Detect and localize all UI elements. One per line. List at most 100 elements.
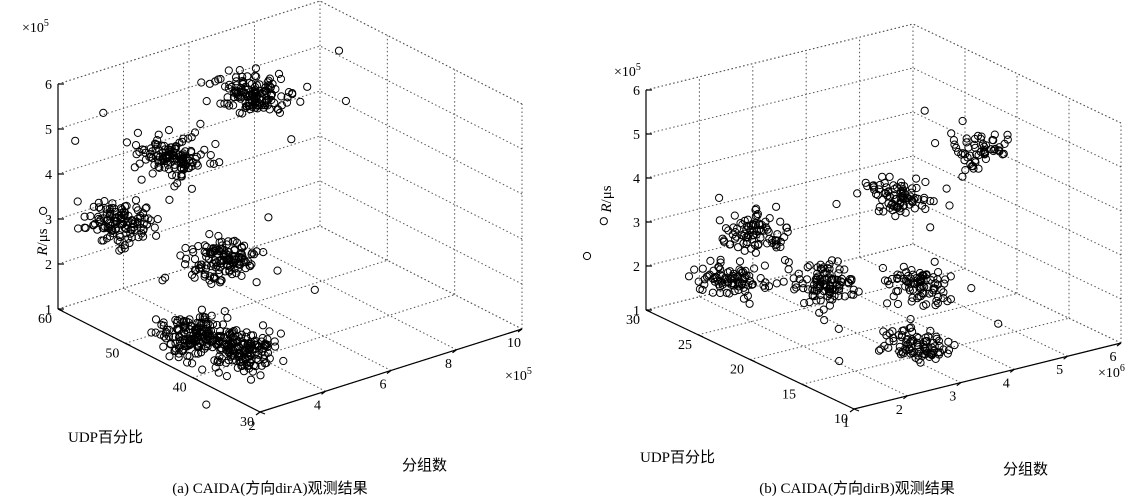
data-point xyxy=(747,280,756,289)
data-point xyxy=(729,269,738,278)
data-point xyxy=(214,231,223,241)
data-point xyxy=(706,256,715,265)
data-point xyxy=(140,145,149,155)
data-point xyxy=(835,265,844,274)
data-point xyxy=(934,268,943,277)
data-point xyxy=(208,248,217,257)
data-point xyxy=(935,350,944,359)
data-point xyxy=(253,104,262,113)
data-point xyxy=(178,160,188,169)
data-point xyxy=(99,108,108,118)
data-point xyxy=(748,280,757,289)
gridline xyxy=(319,90,523,195)
data-point xyxy=(170,182,179,191)
data-point xyxy=(934,336,944,345)
data-point xyxy=(874,207,883,216)
data-point xyxy=(176,251,185,260)
data-point xyxy=(225,267,234,276)
data-point xyxy=(878,195,887,204)
data-point xyxy=(232,77,241,86)
data-point xyxy=(776,242,785,252)
data-point xyxy=(73,197,82,206)
data-point xyxy=(274,69,284,79)
data-point xyxy=(715,282,725,291)
data-point xyxy=(761,223,771,232)
data-point xyxy=(720,275,730,284)
data-point xyxy=(234,332,243,341)
data-point xyxy=(242,102,251,111)
data-point xyxy=(926,196,935,206)
data-point xyxy=(151,328,160,337)
y-tick xyxy=(853,408,860,412)
panel-b-x-multiplier: ×106 xyxy=(1098,363,1125,381)
data-point xyxy=(139,219,148,228)
data-point xyxy=(921,177,930,187)
data-point xyxy=(259,248,268,257)
data-point xyxy=(906,274,916,283)
data-point xyxy=(950,341,959,350)
data-point xyxy=(190,255,200,264)
data-point xyxy=(698,285,707,294)
data-point xyxy=(177,172,186,181)
data-point xyxy=(893,274,902,283)
z-tick-label: 6 xyxy=(633,84,640,99)
data-point xyxy=(760,283,770,292)
data-point xyxy=(203,336,212,345)
x-axis-line xyxy=(853,342,1122,410)
data-point xyxy=(192,152,201,161)
data-point xyxy=(122,138,132,147)
data-point xyxy=(889,292,898,301)
data-point xyxy=(760,261,770,270)
data-point xyxy=(918,351,927,361)
data-point xyxy=(897,331,907,340)
data-point xyxy=(684,272,694,281)
data-point xyxy=(944,346,954,355)
data-point xyxy=(220,99,229,108)
x-tick-label: 1 xyxy=(843,416,850,431)
data-point xyxy=(136,211,145,220)
data-point xyxy=(199,337,208,346)
data-point xyxy=(745,271,754,280)
data-point xyxy=(873,191,882,200)
data-point xyxy=(730,211,739,220)
data-point xyxy=(205,230,214,239)
data-point xyxy=(824,287,834,296)
data-point xyxy=(229,339,238,348)
data-point xyxy=(187,270,197,279)
data-point xyxy=(117,213,126,222)
data-point xyxy=(939,288,948,297)
data-point xyxy=(768,235,777,245)
data-point xyxy=(599,217,608,226)
data-point xyxy=(241,89,250,99)
data-point xyxy=(919,342,928,351)
data-point xyxy=(961,166,970,175)
panel-b-axes xyxy=(645,89,1122,413)
data-point xyxy=(237,357,246,366)
gridline xyxy=(57,90,321,175)
data-point xyxy=(920,282,929,291)
data-point xyxy=(165,325,174,334)
data-point xyxy=(773,230,782,239)
data-point xyxy=(736,267,745,276)
data-point xyxy=(942,184,951,193)
data-point xyxy=(926,326,935,335)
data-point xyxy=(878,263,888,273)
x-tick-label: 2 xyxy=(896,403,903,418)
data-point xyxy=(989,146,998,156)
x-tick xyxy=(452,349,457,354)
z-tick-label: 3 xyxy=(45,213,52,228)
data-point xyxy=(107,226,116,235)
data-point xyxy=(913,278,923,287)
y-tick-label: 30 xyxy=(626,313,640,328)
data-point xyxy=(144,214,153,223)
data-point xyxy=(181,243,190,253)
panel-b-z-multiplier: ×105 xyxy=(614,62,641,80)
data-point xyxy=(164,165,173,174)
data-point xyxy=(236,94,245,103)
data-point xyxy=(265,354,274,363)
data-point xyxy=(153,151,162,160)
data-point xyxy=(223,93,232,102)
data-point xyxy=(764,282,774,291)
data-point xyxy=(969,164,978,173)
